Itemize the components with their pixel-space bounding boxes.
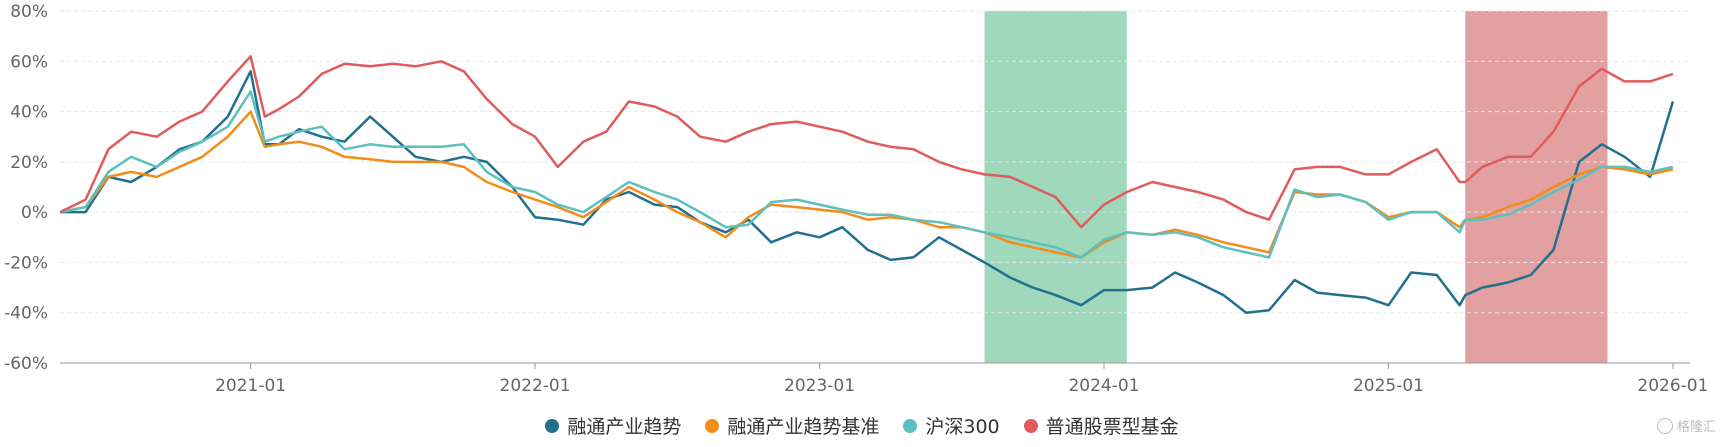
watermark-logo-icon [1656, 417, 1673, 434]
y-axis: 80% 60% 40% 20% 0% -20% -40% -60% [4, 2, 48, 374]
x-tick-label: 2024-01 [1068, 376, 1139, 396]
x-axis: 2021-01 2022-01 2023-01 2024-01 2025-01 2026-… [215, 363, 1708, 396]
legend-item-4[interactable]: 普通股票型基金 [1023, 412, 1179, 439]
legend: 融通产业趋势 融通产业趋势基准 沪深300 普通股票型基金 [0, 412, 1724, 439]
watermark-text: 格隆汇 [1676, 420, 1716, 435]
series-lines [59, 55, 1675, 314]
legend-label: 融通产业趋势基准 [727, 416, 880, 438]
shaded-region-2 [1465, 11, 1608, 363]
legend-item-2[interactable]: 融通产业趋势基准 [705, 412, 879, 439]
legend-marker-icon [1023, 418, 1038, 433]
y-tick-label: -40% [4, 304, 48, 324]
series-line-1 [60, 70, 1675, 314]
x-tick-label: 2025-01 [1353, 376, 1424, 396]
x-tick-label: 2022-01 [500, 376, 571, 396]
series-line-3 [59, 90, 1674, 259]
x-tick-label: 2021-01 [215, 376, 286, 396]
y-tick-label: 60% [10, 52, 48, 72]
legend-label: 普通股票型基金 [1045, 416, 1179, 438]
y-tick-label: 80% [10, 2, 48, 22]
legend-item-3[interactable]: 沪深300 [903, 412, 1000, 439]
line-chart: 80% 60% 40% 20% 0% -20% -40% -60% 2021-01 2022-0… [4, 2, 1708, 396]
y-tick-label: 40% [10, 103, 48, 123]
shaded-regions [984, 11, 1608, 363]
y-tick-label: 20% [10, 153, 48, 173]
legend-marker-icon [903, 418, 918, 433]
shaded-region-1 [984, 11, 1127, 363]
legend-marker-icon [705, 418, 720, 433]
legend-marker-icon [545, 418, 560, 433]
series-line-2 [59, 110, 1674, 259]
y-tick-label: -20% [4, 253, 48, 273]
grid-lines [60, 10, 1690, 364]
legend-item-1[interactable]: 融通产业趋势 [545, 412, 681, 439]
y-tick-label: 0% [21, 203, 48, 223]
watermark: 格隆汇 [1656, 416, 1716, 435]
series-line-4 [59, 55, 1674, 229]
legend-label: 沪深300 [925, 416, 1000, 438]
x-tick-label: 2023-01 [784, 376, 855, 396]
legend-label: 融通产业趋势 [567, 416, 682, 438]
x-tick-label: 2026-01 [1637, 376, 1708, 396]
y-tick-label: -60% [4, 354, 48, 374]
